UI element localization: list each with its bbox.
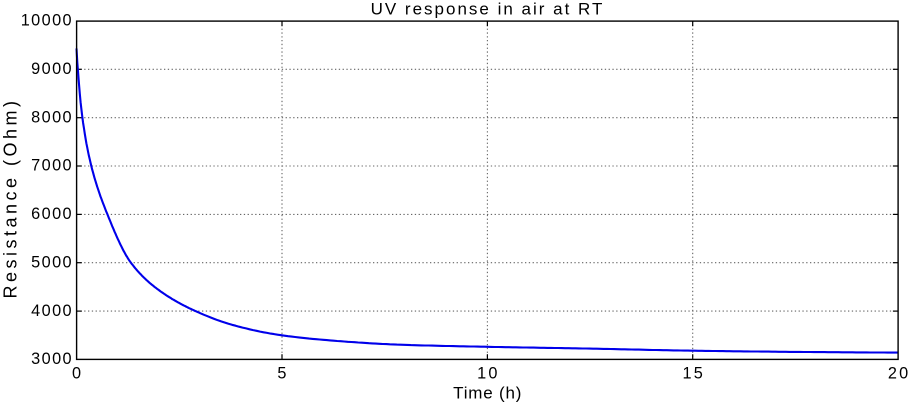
svg-text:20: 20 [888,364,908,382]
svg-text:8000: 8000 [31,108,73,126]
svg-text:0: 0 [72,364,83,382]
svg-text:4000: 4000 [31,302,73,320]
svg-text:Resistance (Ohm): Resistance (Ohm) [1,97,21,298]
svg-text:7000: 7000 [31,157,73,175]
svg-text:5000: 5000 [31,253,73,271]
svg-text:UV response in air at RT: UV response in air at RT [371,0,605,18]
svg-text:3000: 3000 [31,350,73,368]
svg-text:9000: 9000 [31,60,73,78]
svg-text:10000: 10000 [21,12,73,30]
svg-text:6000: 6000 [31,205,73,223]
svg-text:5: 5 [277,364,288,382]
svg-text:10: 10 [477,364,500,382]
svg-text:15: 15 [682,364,705,382]
svg-text:Time (h): Time (h) [453,383,522,402]
